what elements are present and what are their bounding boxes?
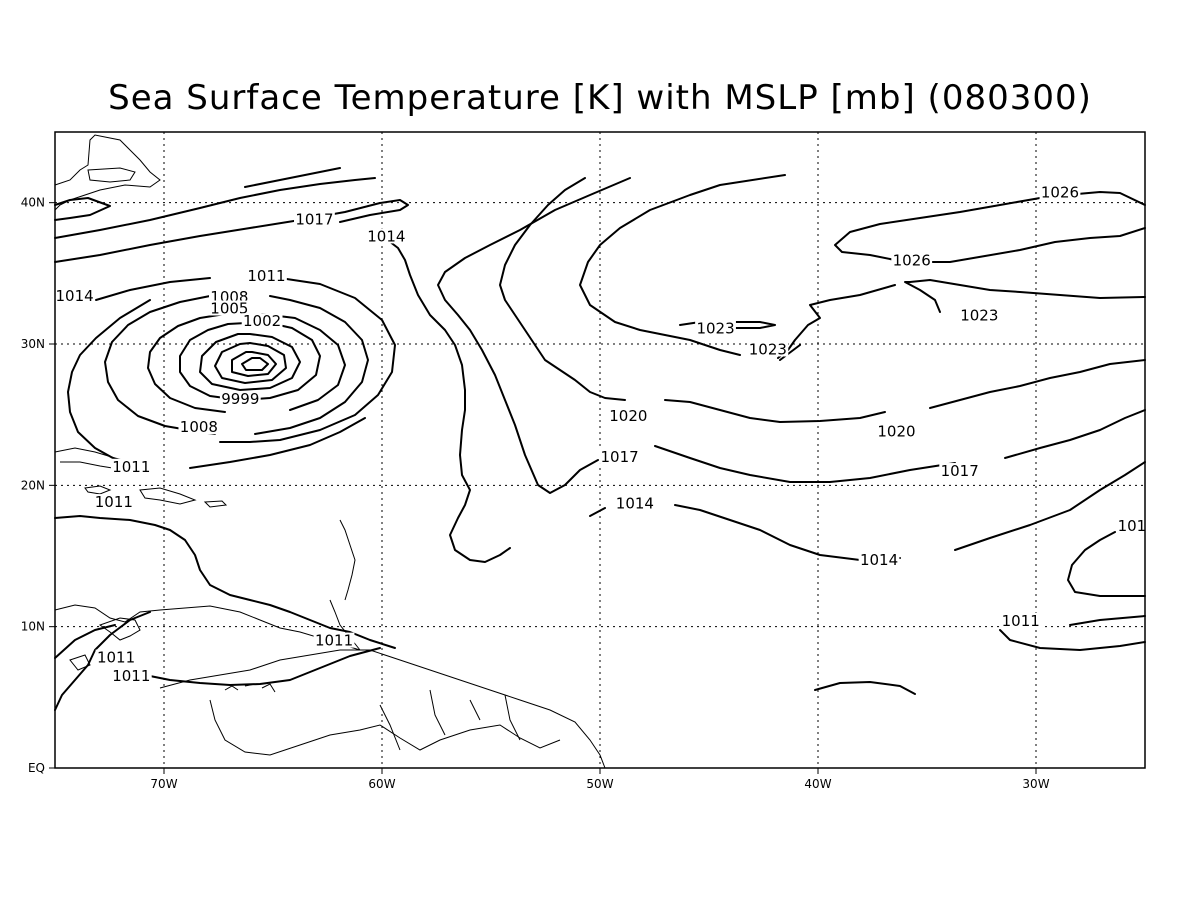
lon-tick-label: 60W: [368, 777, 395, 791]
isobar-1011-loop: [67, 277, 396, 469]
isobar-label: 1011: [97, 649, 135, 667]
mslp-isobars: [54, 167, 1146, 711]
venezuela-interior-borders: [209, 699, 561, 756]
isobar-label-background: [607, 407, 649, 423]
isobar-1026-east: [834, 191, 1146, 263]
isobar-label: 1014: [367, 227, 405, 245]
isobar-label: 1011: [112, 667, 150, 685]
central-america-coast: [54, 604, 361, 651]
isobar-label-background: [294, 211, 335, 227]
isobar-label-background: [313, 632, 355, 648]
isobar-label: 1026: [1041, 184, 1079, 202]
isobar-label-background: [1000, 612, 1042, 628]
isobar-label: 1005: [210, 299, 248, 317]
isobar-label-background: [54, 287, 96, 303]
lat-tick-label: 10N: [21, 620, 45, 634]
isobar-label: 1023: [696, 319, 734, 337]
isobar-label: 1017: [601, 448, 639, 466]
lat-tick-label: 20N: [21, 478, 45, 492]
isobar-1020: [499, 174, 1146, 423]
puerto-rico-coast: [203, 500, 228, 508]
isobar-1011-east: [999, 531, 1146, 651]
isobar-label: 1011: [247, 267, 285, 285]
isobar-midocean-fragment: [814, 681, 916, 695]
isobar-label-background: [95, 649, 137, 665]
isobar-1023-west: [777, 284, 896, 359]
isobar-label-background: [219, 390, 261, 406]
isobar-label: 1011: [95, 493, 133, 511]
isobar-label-background: [110, 667, 152, 683]
isobar-label: 1023: [749, 340, 787, 358]
isobar-label-background: [365, 228, 407, 244]
lat-tick-label: 40N: [21, 196, 45, 210]
isobar-label-background: [858, 552, 900, 568]
isobar-label: 1020: [877, 422, 915, 440]
guianas-borders: [379, 689, 521, 751]
isobar-label: 1020: [609, 407, 647, 425]
isobar-1011-cuba: [189, 417, 366, 469]
lesser-antilles: [329, 519, 361, 651]
isobar-nw-fragment: [54, 167, 341, 221]
isobar-label-background: [209, 289, 250, 305]
isobar-label: 1002: [243, 312, 281, 330]
jamaica-coast: [84, 485, 112, 495]
isobar-1011-caribbean: [54, 611, 381, 711]
isobar-1008: [104, 295, 369, 435]
isobar-label-background: [110, 458, 152, 474]
isobar-label: 1011: [112, 458, 150, 476]
lat-tick-label: EQ: [28, 761, 45, 775]
isobar-label: 1026: [893, 251, 931, 269]
isobar-label: 1008: [180, 418, 218, 436]
isobar-label-background: [695, 320, 736, 336]
isobar-label: 1017: [941, 462, 979, 480]
isobar-label: 1014: [56, 287, 94, 305]
lat-tick-label: 30N: [21, 337, 45, 351]
nova-scotia-coast: [87, 167, 136, 183]
isobar-label: 9999: [221, 390, 259, 408]
isobar-label: 1014: [616, 495, 654, 513]
coastlines: [54, 134, 606, 769]
isobar-label-background: [241, 313, 283, 329]
isobar-1014-atlantic: [54, 177, 409, 263]
isobar-label: 101: [1118, 517, 1147, 535]
isobar-label-background: [958, 307, 1000, 323]
isobar-labels: 1026 1026 1023 1023 1023 1020 1020 1017 1017 1014…: [54, 184, 1148, 685]
isobar-label-background: [939, 463, 981, 479]
isobar-label-background: [1039, 184, 1081, 200]
lon-tick-label: 70W: [150, 777, 177, 791]
isobar-1014-west: [54, 237, 511, 649]
lon-tick-label: 50W: [586, 777, 613, 791]
isobar-label: 1017: [295, 210, 333, 228]
lon-tick-label: 30W: [1022, 777, 1049, 791]
isobar-label-background: [747, 341, 789, 357]
isobar-label: 1011: [1002, 612, 1040, 630]
isobar-label-background: [614, 495, 656, 511]
south-america-coast: [159, 649, 606, 769]
isobar-label: 1014: [860, 551, 898, 569]
isobar-1017: [437, 177, 1146, 494]
isobar-label-background: [178, 419, 220, 435]
isobar-label-background: [876, 423, 917, 439]
isobar-label-background: [891, 252, 933, 268]
map-title: Sea Surface Temperature [K] with MSLP [m…: [108, 78, 1092, 118]
isobar-label-background: [93, 494, 135, 510]
isobar-label-background: [209, 300, 250, 316]
isobar-label-background: [1116, 518, 1148, 534]
isobar-1014-east: [589, 461, 1146, 561]
isobar-label-background: [246, 267, 287, 283]
isobar-1023-east: [904, 279, 1146, 313]
isobar-label: 1011: [315, 632, 353, 650]
north-america-coast: [54, 134, 161, 211]
isobar-label: 1023: [960, 307, 998, 325]
hispaniola-coast: [139, 487, 197, 505]
axis-ticks: 70W 60W 50W 40W 30W EQ 10N 20N 30N 40N: [21, 196, 1050, 791]
lon-tick-label: 40W: [804, 777, 831, 791]
isobar-label-background: [599, 448, 641, 464]
